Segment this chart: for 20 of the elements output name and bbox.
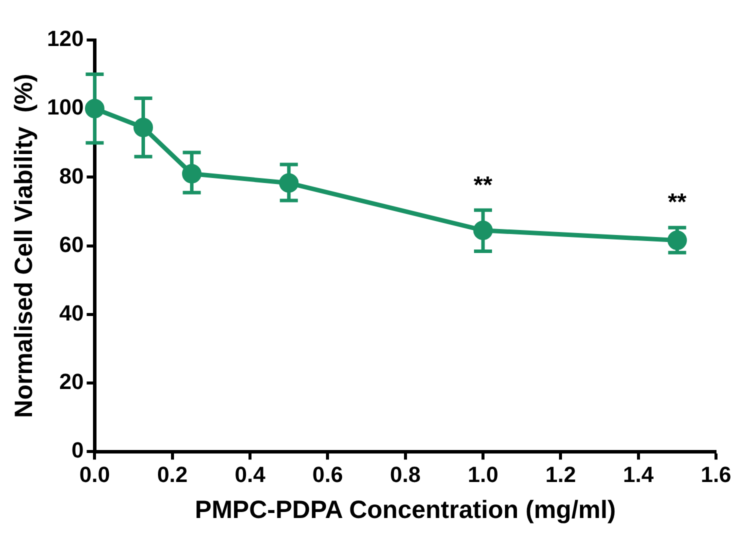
x-tick-label: 0.2 bbox=[157, 462, 188, 487]
x-tick-label: 0.8 bbox=[390, 462, 421, 487]
annotation: ** bbox=[474, 172, 494, 199]
y-tick-label: 40 bbox=[59, 300, 84, 326]
x-tick-label: 1.0 bbox=[468, 462, 498, 487]
x-tick-label: 0.4 bbox=[234, 462, 266, 487]
x-tick-label: 1.2 bbox=[545, 462, 576, 487]
x-tick-label: 0.0 bbox=[79, 462, 110, 487]
y-tick-label: 20 bbox=[59, 369, 84, 394]
x-tick-label: 1.4 bbox=[623, 462, 654, 487]
y-tick-label: 80 bbox=[59, 163, 84, 188]
x-tick-label: 1.6 bbox=[700, 462, 732, 487]
y-tick-label: 60 bbox=[59, 232, 84, 257]
x-tick-label: 0.6 bbox=[312, 462, 343, 487]
y-tick-label: 100 bbox=[46, 94, 84, 120]
x-axis-title: PMPC-PDPA Concentration (mg/ml) bbox=[194, 496, 616, 524]
y-tick-label: 0 bbox=[71, 438, 84, 463]
annotation: ** bbox=[668, 189, 688, 216]
y-tick-label: 120 bbox=[46, 26, 84, 52]
y-axis-title: Normalised Cell Viability (%) bbox=[10, 74, 38, 418]
